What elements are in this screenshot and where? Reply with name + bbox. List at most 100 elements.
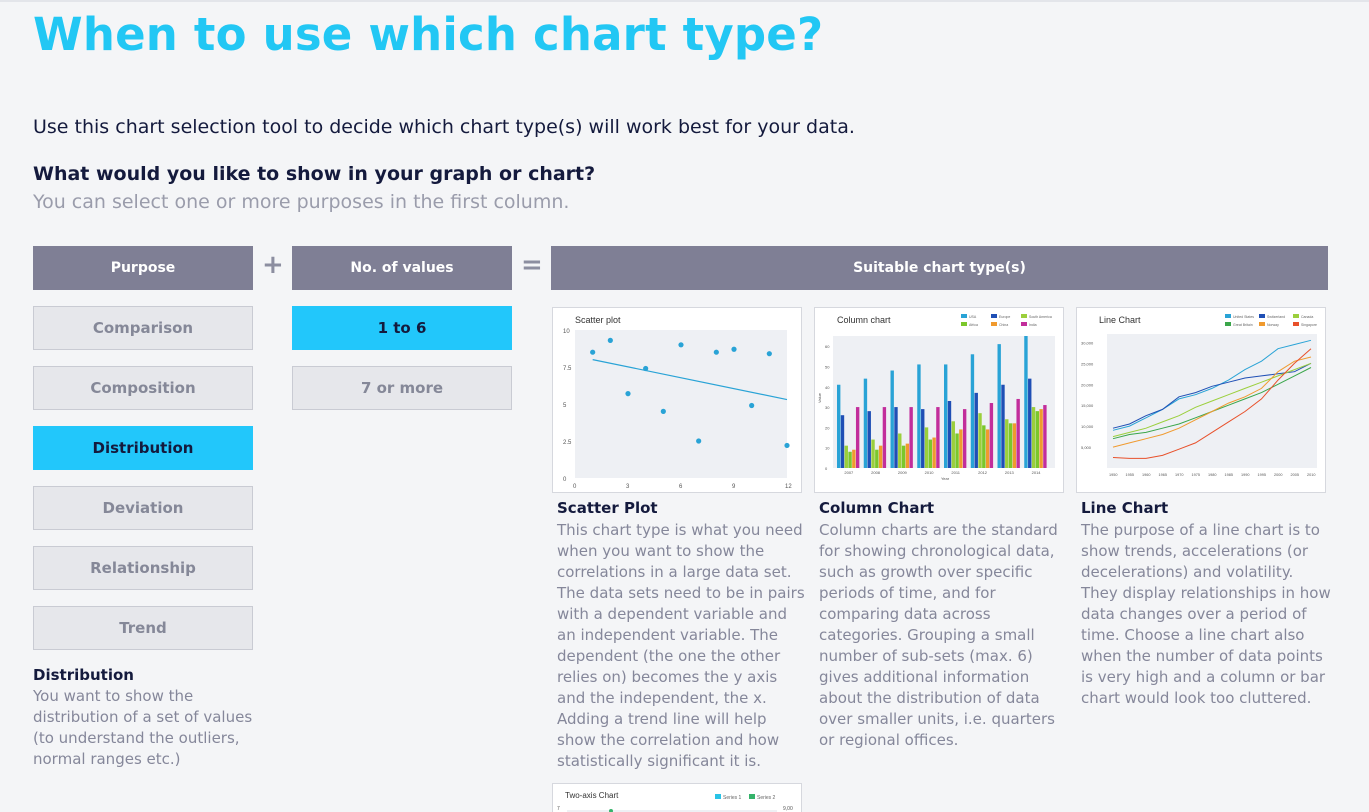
column-y-tick: 30 bbox=[825, 405, 830, 410]
line-chart-thumbnail[interactable]: Line Chart United States Switzerland Canad… bbox=[1076, 307, 1326, 493]
selection-hint: You can select one or more purposes in t… bbox=[33, 191, 570, 213]
column-y-tick: 60 bbox=[825, 344, 830, 349]
line-legend-label: Switzerland bbox=[1267, 315, 1285, 319]
scatter-point bbox=[731, 346, 737, 352]
intro-text: Use this chart selection tool to decide … bbox=[33, 116, 855, 138]
column-x-tick: 2010 bbox=[925, 470, 935, 475]
scatter-plot-thumbnail[interactable]: Scatter plot 10 7.5 5 2.5 0 0 3 6 9 12 bbox=[552, 307, 802, 493]
column-bar bbox=[997, 344, 1001, 468]
line-x-tick: 2010 bbox=[1307, 473, 1315, 477]
values-1-to-6-button[interactable]: 1 to 6 bbox=[292, 306, 512, 350]
values-7-or-more-button[interactable]: 7 or more bbox=[292, 366, 512, 410]
scatter-x-tick: 0 bbox=[573, 484, 577, 490]
column-legend-label: USA bbox=[969, 315, 977, 319]
column-bar bbox=[955, 433, 959, 468]
purpose-comparison-button[interactable]: Comparison bbox=[33, 306, 253, 350]
column-y-tick: 50 bbox=[825, 364, 830, 369]
scatter-point bbox=[696, 438, 702, 444]
purpose-deviation-button[interactable]: Deviation bbox=[33, 486, 253, 530]
column-bar bbox=[1016, 398, 1020, 468]
column-bar bbox=[1028, 378, 1032, 468]
scatter-point bbox=[643, 365, 649, 372]
column-bar bbox=[1024, 336, 1028, 468]
column-chart-thumbnail[interactable]: Column chart USA Europe South America Afric… bbox=[814, 307, 1064, 493]
scatter-x-tick: 3 bbox=[626, 484, 630, 490]
column-bar bbox=[844, 445, 848, 468]
line-x-tick: 1965 bbox=[1159, 473, 1167, 477]
line-legend-swatch bbox=[1259, 314, 1265, 318]
scatter-y-tick: 5 bbox=[563, 403, 567, 409]
line-y-tick: 25,000 bbox=[1081, 361, 1094, 366]
column-bar bbox=[947, 400, 952, 468]
line-y-tick: 30,000 bbox=[1081, 340, 1094, 345]
two-axis-chart-thumbnail[interactable]: Two-axis Chart Series 1 Series 2 7 9,00 bbox=[552, 783, 802, 812]
column-bar bbox=[970, 354, 975, 468]
scatter-plot-title: Scatter Plot bbox=[557, 499, 658, 517]
purpose-relationship-button[interactable]: Relationship bbox=[33, 546, 253, 590]
line-series bbox=[1112, 362, 1312, 429]
two-axis-left-tick: 7 bbox=[557, 806, 560, 812]
line-legend-swatch bbox=[1293, 314, 1299, 318]
column-legend-label: Europe bbox=[999, 315, 1010, 319]
purpose-trend-button[interactable]: Trend bbox=[33, 606, 253, 650]
column-x-tick: 2007 bbox=[844, 470, 854, 475]
line-chart-description: The purpose of a line chart is to show t… bbox=[1081, 521, 1331, 707]
line-y-tick: 20,000 bbox=[1081, 382, 1094, 387]
column-legend-label: Africa bbox=[969, 323, 978, 327]
scatter-point bbox=[749, 402, 755, 409]
column-bar bbox=[894, 407, 898, 468]
plus-icon: + bbox=[262, 250, 284, 280]
line-series bbox=[1112, 339, 1312, 431]
column-bar bbox=[1012, 423, 1017, 468]
column-bar bbox=[989, 403, 994, 468]
scatter-trend-line bbox=[592, 359, 788, 401]
column-bar bbox=[1001, 384, 1005, 468]
column-bar bbox=[936, 407, 940, 468]
line-legend-swatch bbox=[1259, 322, 1265, 326]
line-x-tick: 1980 bbox=[1208, 473, 1216, 477]
column-x-tick: 2014 bbox=[1032, 470, 1042, 475]
scatter-point bbox=[784, 442, 790, 449]
column-legend-label: India bbox=[1029, 323, 1037, 327]
column-x-label: Year bbox=[941, 476, 950, 481]
page-title: When to use which chart type? bbox=[33, 8, 824, 61]
two-axis-thumb-title: Two-axis Chart bbox=[565, 791, 619, 800]
column-legend-swatch bbox=[1021, 322, 1027, 326]
purpose-distribution-button[interactable]: Distribution bbox=[33, 426, 253, 470]
column-bar bbox=[882, 407, 887, 468]
line-x-tick: 1960 bbox=[1142, 473, 1150, 477]
purpose-header: Purpose bbox=[33, 246, 253, 290]
scatter-y-tick: 2.5 bbox=[563, 440, 572, 446]
scatter-y-tick: 10 bbox=[563, 329, 570, 335]
scatter-point bbox=[625, 391, 631, 397]
column-bar bbox=[978, 413, 982, 468]
scatter-point bbox=[660, 408, 666, 414]
line-y-tick: 10,000 bbox=[1081, 424, 1094, 429]
two-axis-legend-swatch bbox=[749, 794, 755, 799]
line-legend-label: Singapore bbox=[1301, 323, 1317, 327]
line-series bbox=[1112, 362, 1312, 438]
purpose-description-title: Distribution bbox=[33, 666, 134, 684]
scatter-x-tick: 9 bbox=[732, 484, 736, 490]
column-bar bbox=[951, 421, 955, 468]
column-bar bbox=[982, 425, 986, 468]
line-x-tick: 2000 bbox=[1274, 473, 1282, 477]
column-bar bbox=[890, 370, 894, 468]
purpose-composition-button[interactable]: Composition bbox=[33, 366, 253, 410]
column-bar bbox=[898, 433, 902, 468]
column-legend-swatch bbox=[991, 322, 997, 326]
line-x-tick: 1950 bbox=[1109, 473, 1117, 477]
two-axis-right-tick: 9,00 bbox=[783, 806, 793, 812]
column-bar bbox=[921, 409, 925, 468]
column-bar bbox=[852, 449, 856, 468]
two-axis-legend-label: Series 1 bbox=[723, 795, 742, 801]
scatter-y-tick: 7.5 bbox=[563, 366, 572, 372]
line-x-tick: 1975 bbox=[1192, 473, 1200, 477]
scatter-thumb-title: Scatter plot bbox=[575, 315, 621, 325]
line-thumb-title: Line Chart bbox=[1099, 315, 1141, 325]
column-bar bbox=[901, 445, 906, 468]
line-x-tick: 1990 bbox=[1241, 473, 1249, 477]
scatter-x-tick: 12 bbox=[785, 484, 792, 490]
column-bar bbox=[944, 364, 948, 468]
column-bar bbox=[932, 437, 936, 468]
